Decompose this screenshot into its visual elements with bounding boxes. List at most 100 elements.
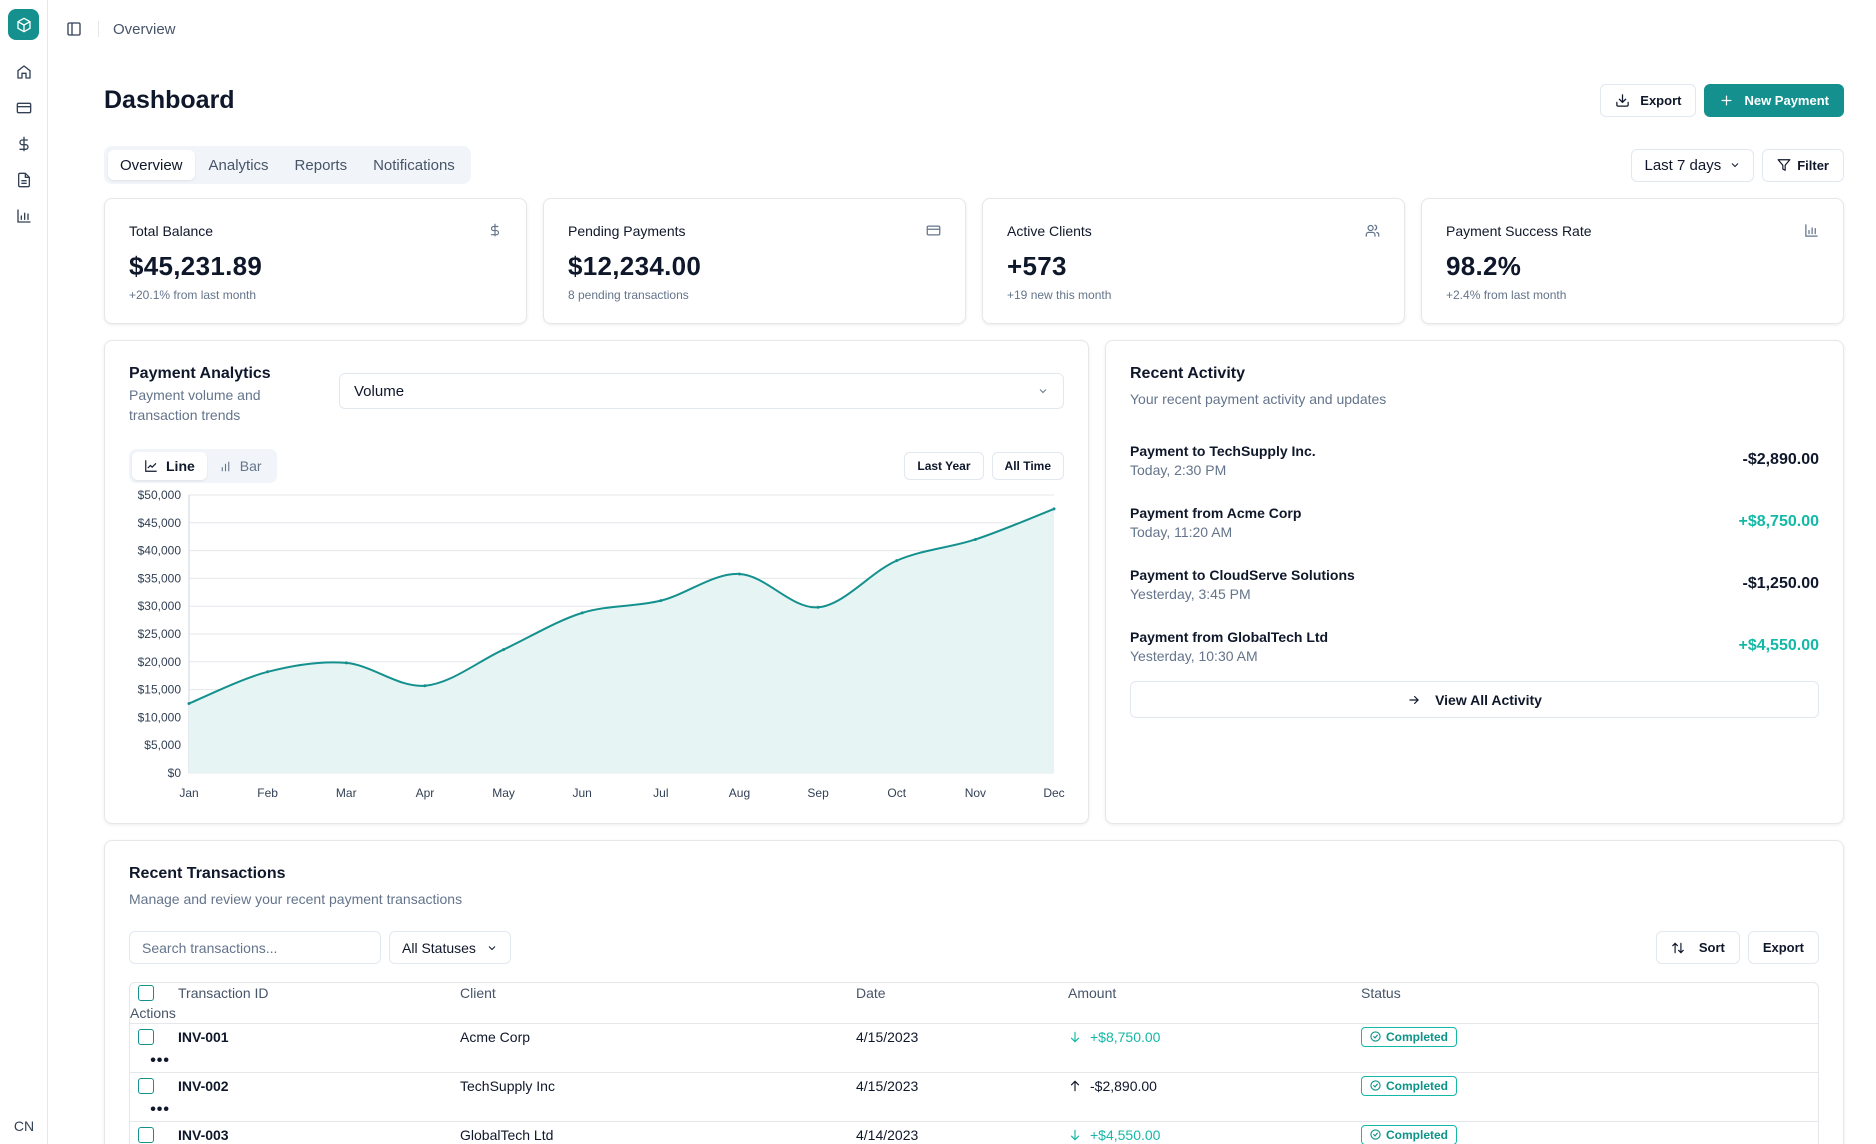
activity-name: Payment to CloudServe Solutions xyxy=(1130,566,1355,583)
breadcrumb[interactable]: Overview xyxy=(113,20,176,38)
sidebar-toggle-icon[interactable] xyxy=(60,15,88,43)
table-row: INV-002 TechSupply Inc 4/15/2023 -$2,890… xyxy=(130,1073,1818,1122)
activity-item[interactable]: Payment to CloudServe Solutions Yesterda… xyxy=(1130,553,1819,615)
activity-time: Yesterday, 10:30 AM xyxy=(1130,647,1258,664)
x-tick-label: Jul xyxy=(653,786,668,800)
date-range-select[interactable]: Last 7 days xyxy=(1631,148,1755,182)
column-header: Client xyxy=(460,985,496,1001)
view-all-activity-button[interactable]: View All Activity xyxy=(1130,681,1819,718)
tab-overview[interactable]: Overview xyxy=(108,150,195,180)
stat-value: $12,234.00 xyxy=(568,251,702,281)
activity-item[interactable]: Payment from Acme Corp Today, 11:20 AM +… xyxy=(1130,491,1819,553)
card-icon xyxy=(926,223,941,241)
bar-chart-icon xyxy=(1804,223,1819,241)
topbar: Overview xyxy=(48,0,1876,58)
x-tick-label: Aug xyxy=(729,786,750,800)
date-range-label: Last 7 days xyxy=(1644,156,1722,174)
activity-title: Recent Activity xyxy=(1130,365,1245,382)
transaction-amount: -$2,890.00 xyxy=(1090,1077,1157,1094)
plus-icon xyxy=(1721,95,1732,105)
activity-item[interactable]: Payment from GlobalTech Ltd Yesterday, 1… xyxy=(1130,615,1819,677)
metric-select[interactable]: Volume xyxy=(339,373,1064,409)
row-actions-button[interactable]: ••• xyxy=(150,1100,170,1118)
metric-select-value: Volume xyxy=(354,382,405,400)
data-point xyxy=(423,684,427,688)
tab-notifications[interactable]: Notifications xyxy=(373,156,455,174)
analytics-title: Payment Analytics xyxy=(129,365,271,382)
cube-icon[interactable] xyxy=(8,9,39,40)
y-tick-label: $0 xyxy=(168,766,182,780)
row-actions-button[interactable]: ••• xyxy=(150,1051,170,1069)
column-header: Transaction ID xyxy=(178,985,269,1001)
transaction-id: INV-001 xyxy=(178,1028,229,1045)
bar-chart-toggle[interactable]: Bar xyxy=(207,452,274,480)
row-checkbox[interactable] xyxy=(138,1028,154,1045)
data-point xyxy=(1052,507,1056,511)
activity-item[interactable]: Payment to TechSupply Inc. Today, 2:30 P… xyxy=(1130,429,1819,491)
select-all-checkbox[interactable] xyxy=(138,985,154,1001)
filter-button[interactable]: Filter xyxy=(1762,148,1844,182)
stat-sub: 8 pending transactions xyxy=(568,288,689,302)
home-icon[interactable] xyxy=(8,54,40,90)
x-tick-label: Oct xyxy=(887,786,906,800)
line-chart-toggle[interactable]: Line xyxy=(132,452,207,480)
y-tick-label: $45,000 xyxy=(138,516,182,530)
activity-amount: -$1,250.00 xyxy=(1742,575,1819,592)
status-filter-value: All Statuses xyxy=(402,939,476,956)
transactions-title: Recent Transactions xyxy=(129,865,286,882)
card-icon[interactable] xyxy=(8,90,40,126)
payment-analytics-card: Payment Analytics Payment volume and tra… xyxy=(104,340,1089,824)
chart-icon[interactable] xyxy=(8,198,40,234)
activity-name: Payment from Acme Corp xyxy=(1130,504,1302,521)
tab-reports[interactable]: Reports xyxy=(294,156,348,174)
stat-card-success-rate: Payment Success Rate 98.2% +2.4% from la… xyxy=(1421,198,1844,324)
sort-icon xyxy=(1671,942,1684,953)
stat-value: +573 xyxy=(1007,251,1067,281)
status-filter-select[interactable]: All Statuses xyxy=(389,931,511,964)
view-all-label: View All Activity xyxy=(1435,691,1542,708)
last-year-button[interactable]: Last Year xyxy=(904,452,984,480)
export-button[interactable]: Export xyxy=(1600,83,1697,117)
new-payment-button[interactable]: New Payment xyxy=(1704,83,1844,117)
row-checkbox[interactable] xyxy=(138,1126,154,1143)
sort-button[interactable]: Sort xyxy=(1655,931,1740,964)
stat-sub: +19 new this month xyxy=(1007,288,1112,302)
stat-card-pending-payments: Pending Payments $12,234.00 8 pending tr… xyxy=(543,198,966,324)
analytics-desc-1: Payment volume and xyxy=(129,387,261,403)
users-icon xyxy=(1365,223,1380,241)
export-label: Export xyxy=(1640,92,1682,108)
user-avatar[interactable]: CN xyxy=(13,1118,35,1134)
client-name: TechSupply Inc xyxy=(460,1077,555,1094)
x-tick-label: Mar xyxy=(336,786,357,800)
payment-volume-chart: $0 $5,000 $10,000 $15,000 $20,000 $25,000 $30,… xyxy=(129,485,1066,805)
chart-svg: $0 $5,000 $10,000 $15,000 $20,000 $25,000 $30,… xyxy=(138,488,1065,800)
x-tick-label: Jan xyxy=(179,786,198,800)
activity-time: Today, 11:20 AM xyxy=(1130,523,1233,540)
export-transactions-button[interactable]: Export xyxy=(1747,931,1819,964)
row-checkbox[interactable] xyxy=(138,1077,154,1094)
chart-type-toggle: Line Bar xyxy=(129,449,277,483)
chevron-down-icon xyxy=(1731,163,1739,168)
y-tick-label: $5,000 xyxy=(144,738,181,752)
file-icon[interactable] xyxy=(8,162,40,198)
recent-transactions-card: Recent Transactions Manage and review yo… xyxy=(104,840,1844,1144)
stat-label: Payment Success Rate xyxy=(1446,223,1592,239)
divider xyxy=(98,21,99,37)
sort-label: Sort xyxy=(1698,940,1725,955)
column-header: Status xyxy=(1361,985,1401,1001)
activity-name: Payment from GlobalTech Ltd xyxy=(1130,628,1329,645)
check-circle-icon xyxy=(1370,1129,1381,1140)
stat-label: Active Clients xyxy=(1007,223,1092,239)
status-label: Completed xyxy=(1386,1127,1449,1142)
dollar-icon[interactable] xyxy=(8,126,40,162)
status-label: Completed xyxy=(1386,1029,1449,1044)
stat-card-total-balance: Total Balance $45,231.89 +20.1% from las… xyxy=(104,198,527,324)
data-point xyxy=(266,670,270,674)
x-tick-label: Jun xyxy=(573,786,592,800)
tab-analytics[interactable]: Analytics xyxy=(208,156,269,174)
table-header-row: Transaction ID Client Date Amount Status… xyxy=(130,983,1818,1024)
y-tick-label: $40,000 xyxy=(138,544,182,558)
search-transactions-input[interactable] xyxy=(129,931,381,964)
filter-icon xyxy=(1777,159,1791,171)
all-time-button[interactable]: All Time xyxy=(991,452,1064,480)
